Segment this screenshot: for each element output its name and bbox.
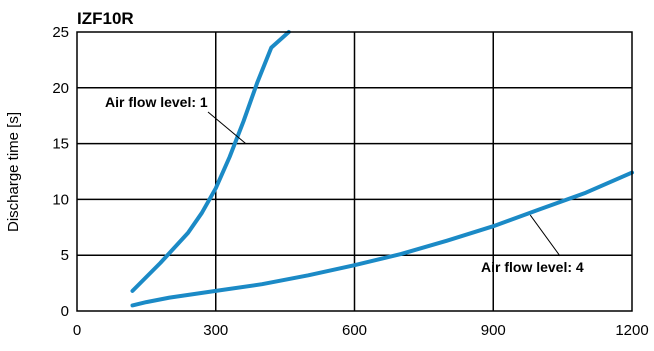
y-tick-label: 5 xyxy=(61,247,69,264)
plot-frame xyxy=(76,31,633,312)
y-tick-label: 0 xyxy=(61,303,69,320)
x-tick-label: 900 xyxy=(481,322,506,339)
x-tick-label: 300 xyxy=(203,322,228,339)
annotation-leader-line xyxy=(207,111,247,144)
chart-title: IZF10R xyxy=(77,9,134,28)
annotation-label: Air flow level: 1 xyxy=(105,94,208,110)
y-axis-label: Discharge time [s] xyxy=(5,112,22,232)
annotations: Air flow level: 1 Air flow level: 4 xyxy=(105,94,584,275)
x-tick-label: 1200 xyxy=(615,322,648,339)
annotation-label: Air flow level: 4 xyxy=(481,259,584,275)
series-line-2 xyxy=(130,170,634,308)
annotation-leader-line xyxy=(529,214,561,257)
y-tick-label: 10 xyxy=(52,191,69,208)
y-tick-label: 25 xyxy=(52,24,69,41)
series-line-1 xyxy=(130,30,291,293)
series-layer xyxy=(130,30,634,308)
tick-labels: 0 300 600 900 1200 0 5 10 15 20 25 xyxy=(52,24,648,339)
x-tick-label: 600 xyxy=(342,322,367,339)
x-tick-label: 0 xyxy=(73,322,81,339)
y-tick-label: 15 xyxy=(52,136,69,153)
y-tick-label: 20 xyxy=(52,80,69,97)
